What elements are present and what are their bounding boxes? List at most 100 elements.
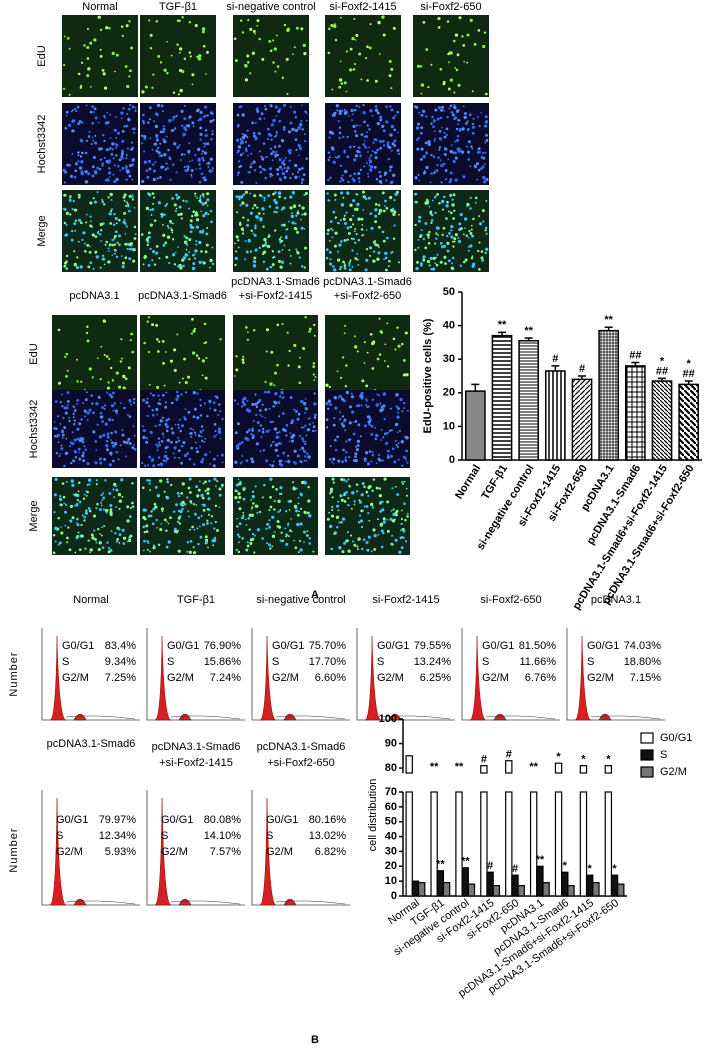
cell — [56, 452, 58, 454]
cell — [453, 91, 455, 93]
cell — [276, 168, 279, 171]
cell — [192, 351, 195, 354]
cell — [53, 534, 55, 536]
cell — [222, 461, 224, 463]
cell — [242, 358, 245, 361]
cell — [102, 492, 104, 494]
cell — [355, 459, 358, 462]
cell — [215, 434, 217, 436]
cell — [184, 503, 187, 506]
cell — [235, 250, 237, 252]
cell — [217, 455, 219, 457]
cell — [337, 155, 340, 158]
cell — [400, 523, 402, 525]
cell — [265, 177, 267, 179]
cell — [427, 237, 429, 239]
cell — [276, 131, 278, 133]
bar — [466, 391, 485, 460]
y-tick-label: 100 — [379, 713, 397, 725]
cell — [385, 269, 388, 272]
cell — [308, 542, 311, 545]
cell — [250, 499, 252, 501]
cell — [105, 241, 108, 244]
cell — [268, 543, 271, 546]
cell — [405, 450, 408, 453]
cell — [293, 111, 296, 114]
cell — [58, 382, 61, 385]
y-tick-label: 20 — [385, 860, 397, 872]
cell — [240, 105, 243, 108]
row-label: Hochst3342 — [28, 400, 40, 459]
cell — [191, 526, 194, 529]
cell — [122, 375, 125, 378]
cell — [209, 259, 212, 262]
cell — [80, 418, 82, 420]
cell — [142, 487, 145, 490]
cell — [248, 429, 251, 432]
cell — [453, 104, 455, 106]
micrograph — [140, 15, 216, 97]
cell — [404, 481, 406, 483]
y-tick-label: 60 — [385, 801, 397, 813]
cell — [81, 152, 84, 155]
cell — [481, 250, 484, 253]
cell — [179, 52, 181, 54]
cell — [69, 213, 71, 215]
cell — [125, 233, 127, 235]
cell — [336, 104, 339, 107]
bar — [568, 886, 574, 896]
cell — [113, 224, 115, 226]
cell — [334, 232, 337, 235]
cell — [115, 147, 117, 149]
cell — [292, 191, 295, 194]
cell — [145, 401, 148, 404]
cell — [358, 146, 361, 149]
cell — [374, 240, 376, 242]
cell — [193, 253, 195, 255]
cell — [130, 333, 133, 336]
cell — [87, 339, 90, 342]
cell — [73, 406, 75, 408]
cell — [246, 136, 248, 138]
cell — [352, 215, 354, 217]
cell — [326, 257, 329, 260]
cell — [375, 109, 378, 112]
cell — [69, 94, 71, 96]
cell — [243, 403, 246, 406]
cell — [200, 430, 203, 433]
cell — [74, 170, 77, 173]
cell — [286, 93, 288, 95]
cell — [182, 135, 184, 137]
micrograph — [62, 15, 138, 97]
cell — [245, 204, 248, 207]
cell — [270, 421, 273, 424]
cell — [104, 408, 106, 410]
cell — [329, 386, 331, 388]
cell — [288, 149, 291, 152]
cell — [389, 169, 391, 171]
cell — [63, 426, 66, 429]
cell — [198, 489, 201, 492]
cell — [292, 53, 294, 55]
cell — [194, 193, 196, 195]
cell — [102, 134, 104, 136]
cell — [300, 449, 302, 451]
cell — [242, 512, 244, 514]
cell — [155, 324, 158, 327]
cell — [193, 503, 195, 505]
cell — [274, 136, 276, 138]
cell — [485, 252, 487, 254]
cell — [450, 194, 452, 196]
cell — [282, 323, 284, 325]
cell — [363, 166, 365, 168]
bar — [679, 384, 698, 460]
cell — [128, 438, 131, 441]
cell — [149, 551, 151, 553]
cell — [203, 441, 205, 443]
cell — [463, 261, 465, 263]
cell — [109, 243, 112, 246]
cell — [188, 208, 190, 210]
cell — [157, 446, 159, 448]
cell — [66, 115, 68, 117]
cell — [454, 141, 456, 143]
